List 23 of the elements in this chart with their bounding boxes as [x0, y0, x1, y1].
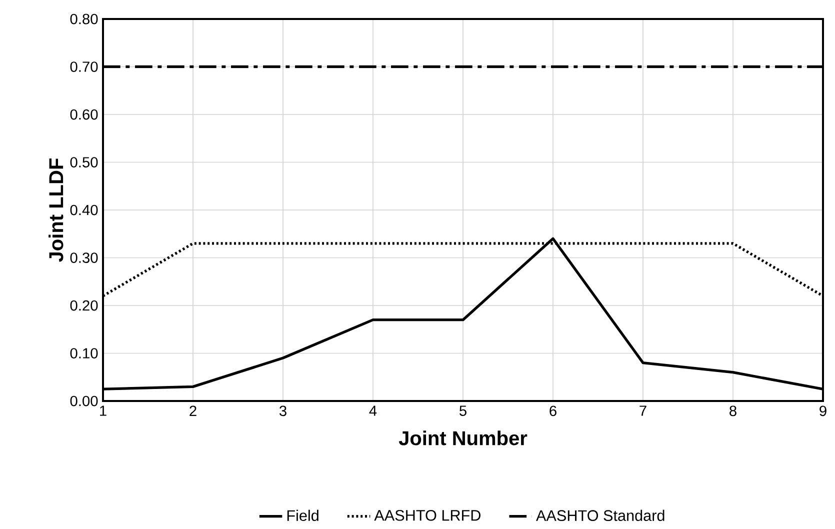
- x-axis-title: Joint Number: [398, 430, 528, 446]
- y-axis-title: Joint LLDF: [48, 158, 64, 262]
- x-tick-label: 3: [279, 406, 286, 416]
- y-tick-label: 0.00: [70, 396, 98, 406]
- x-tick-label: 7: [640, 406, 646, 416]
- legend-label: AASHTO LRFD: [374, 510, 480, 521]
- x-tick-label: 4: [369, 406, 377, 416]
- y-tick-label: 0.10: [70, 348, 98, 358]
- y-tick-label: 0.60: [70, 109, 98, 120]
- x-tick-label: 9: [820, 406, 826, 416]
- x-tick-label: 1: [100, 406, 106, 416]
- legend-label: Field: [287, 510, 318, 521]
- x-tick-label: 6: [550, 406, 556, 416]
- y-tick-label: 0.80: [70, 14, 98, 24]
- y-tick-label: 0.30: [70, 252, 98, 263]
- x-tick-label: 2: [190, 406, 196, 416]
- y-tick-label: 0.70: [70, 62, 98, 72]
- x-tick-label: 8: [730, 406, 736, 416]
- y-tick-label: 0.20: [70, 300, 98, 311]
- y-tick-label: 0.50: [70, 157, 98, 168]
- y-tick-label: 0.40: [70, 204, 98, 216]
- legend-label: AASHTO Standard: [536, 510, 664, 521]
- x-tick-label: 5: [460, 406, 466, 416]
